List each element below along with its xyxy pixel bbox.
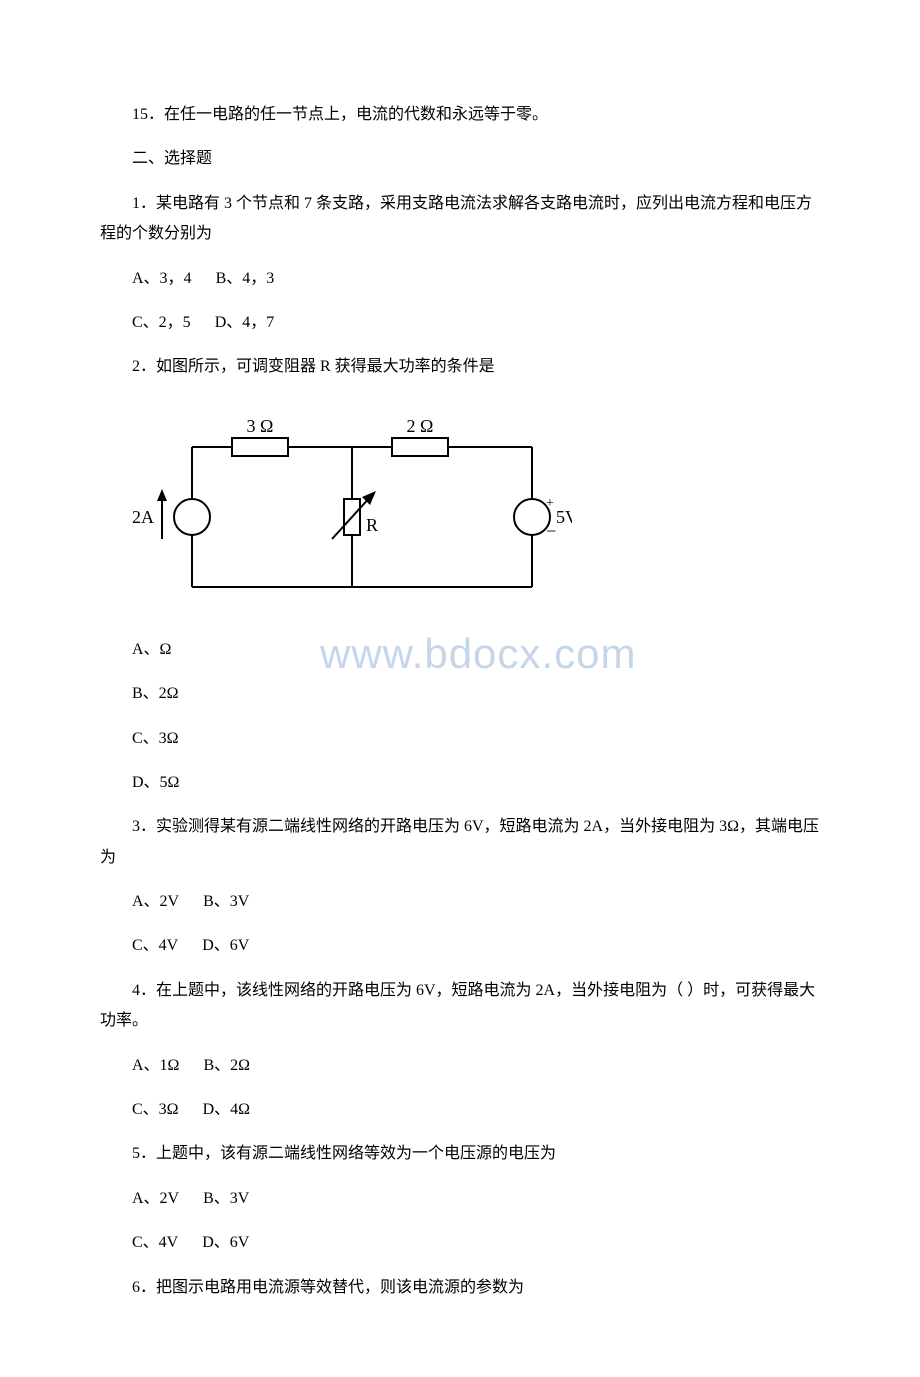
option-a: C、4V [132, 937, 178, 954]
current-source-label: 2A [132, 507, 154, 527]
paragraph: 4．在上题中，该线性网络的开路电压为 6V，短路电流为 2A，当外接电阻为（ ）… [100, 976, 820, 1037]
option-b: B、3V [203, 1190, 249, 1207]
voltage-minus: − [546, 521, 556, 541]
option-a: C、3Ω [132, 1101, 179, 1118]
paragraph: 二、选择题 [100, 144, 820, 174]
paragraph: 15．在任一电路的任一节点上，电流的代数和永远等于零。 [100, 100, 820, 130]
option-b: B、2Ω [203, 1057, 250, 1074]
option-line: C、4V D、6V [100, 1228, 820, 1258]
page-body: 15．在任一电路的任一节点上，电流的代数和永远等于零。二、选择题 1．某电路有 3… [100, 100, 820, 1303]
option-b: B、4，3 [216, 270, 275, 287]
paragraph: 1．某电路有 3 个节点和 7 条支路，采用支路电流法求解各支路电流时，应列出电… [100, 189, 820, 250]
option-line: A、1Ω B、2Ω [100, 1051, 820, 1081]
paragraph: 5．上题中，该有源二端线性网络等效为一个电压源的电压为 [100, 1139, 820, 1169]
option-line: B、2Ω [100, 679, 820, 709]
option-a: C、2，5 [132, 314, 191, 331]
option-b: D、4，7 [215, 314, 275, 331]
option-line: A、2V B、3V [100, 887, 820, 917]
voltage-source-label: 5V [556, 507, 572, 527]
paragraph: 6．把图示电路用电流源等效替代，则该电流源的参数为 [100, 1273, 820, 1303]
circuit-figure: 3 Ω 2 Ω 2A R 5V+ − [132, 397, 820, 617]
document-content: 15．在任一电路的任一节点上，电流的代数和永远等于零。二、选择题 1．某电路有 3… [100, 100, 820, 1303]
r2-label: 2 Ω [407, 416, 434, 436]
option-a: A、2V [132, 893, 179, 910]
circuit-diagram: 3 Ω 2 Ω 2A R 5V+ − [132, 397, 572, 617]
option-line: A、Ω [100, 635, 820, 665]
option-a: A、3，4 [132, 270, 192, 287]
paragraph: 3．实验测得某有源二端线性网络的开路电压为 6V，短路电流为 2A，当外接电阻为… [100, 812, 820, 873]
variable-resistor-label: R [366, 515, 378, 535]
option-line: A、3，4 B、4，3 [100, 264, 820, 294]
option-a: A、1Ω [132, 1057, 179, 1074]
option-a: C、4V [132, 1234, 178, 1251]
option-b: D、6V [202, 1234, 249, 1251]
option-line: C、3Ω [100, 724, 820, 754]
option-line: C、3Ω D、4Ω [100, 1095, 820, 1125]
voltage-plus: + [546, 496, 554, 511]
option-b: D、6V [202, 937, 249, 954]
option-line: C、2，5 D、4，7 [100, 308, 820, 338]
option-b: D、4Ω [203, 1101, 250, 1118]
paragraph: 2．如图所示，可调变阻器 R 获得最大功率的条件是 [100, 352, 820, 382]
option-a: A、2V [132, 1190, 179, 1207]
option-line: A、2V B、3V [100, 1184, 820, 1214]
r1-label: 3 Ω [247, 416, 274, 436]
option-line: C、4V D、6V [100, 931, 820, 961]
option-line: D、5Ω [100, 768, 820, 798]
option-b: B、3V [203, 893, 249, 910]
